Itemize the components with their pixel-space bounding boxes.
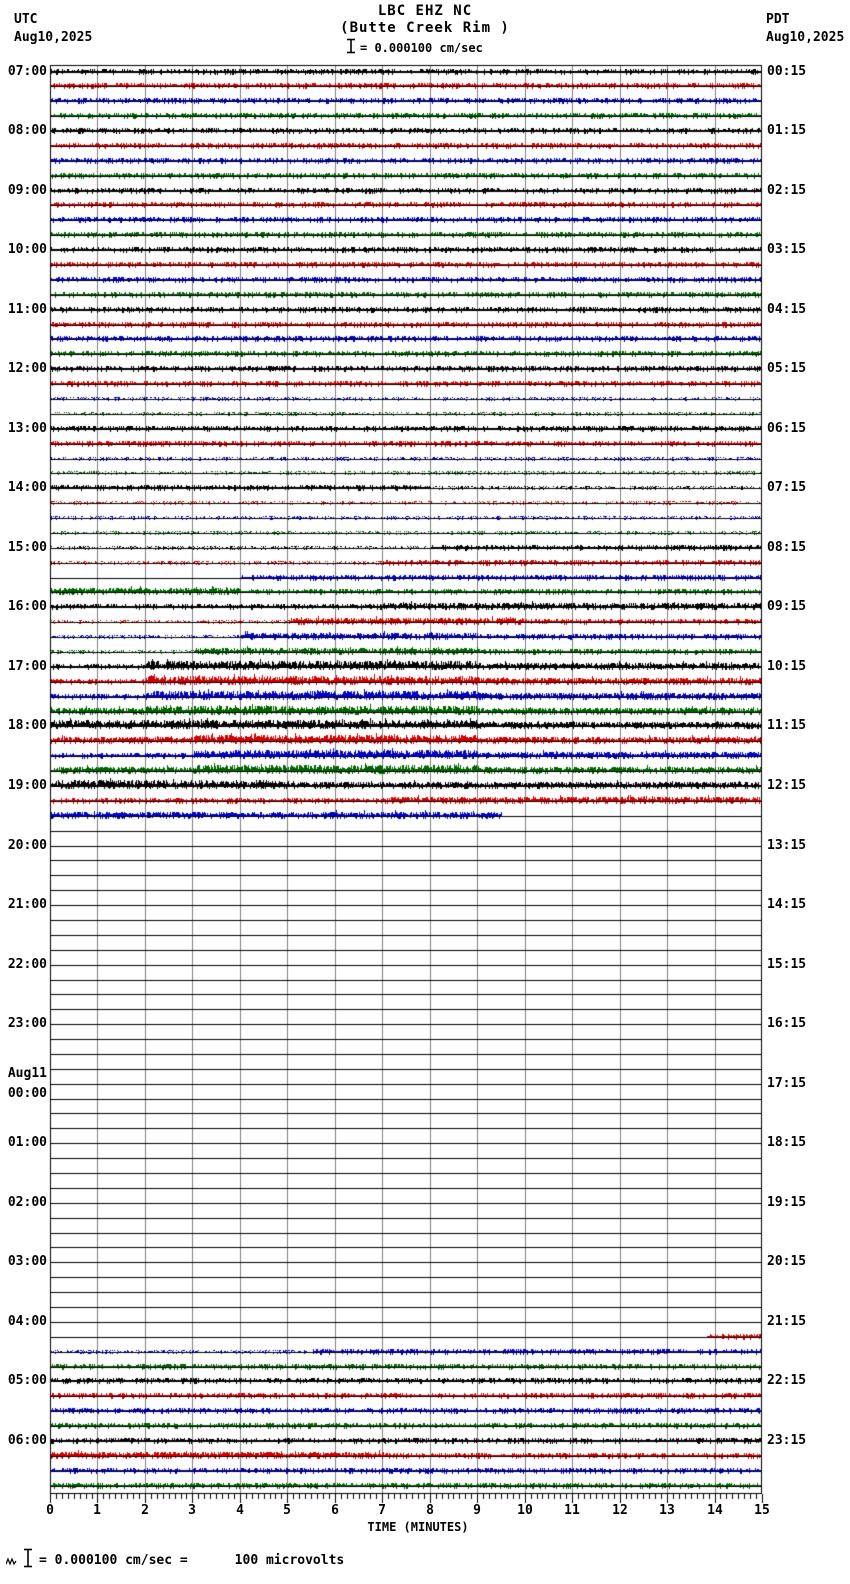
utc-hour-label: 05:00 <box>7 1373 47 1389</box>
pdt-hour-label: 07:15 <box>767 480 807 496</box>
date-left-label: Aug10,2025 <box>14 30 93 45</box>
utc-hour-label: 14:00 <box>7 480 47 496</box>
x-axis-tick-label: 12 <box>612 1503 628 1518</box>
footer-scale-note: = 0.000100 cm/sec = 100 microvolts <box>5 1548 345 1572</box>
utc-hour-label: 17:00 <box>7 658 47 674</box>
pdt-hour-label: 02:15 <box>767 182 807 198</box>
utc-hour-label: 23:00 <box>7 1016 47 1032</box>
utc-hour-label: 10:00 <box>7 242 47 258</box>
pdt-hour-label: 01:15 <box>767 123 807 139</box>
pdt-hour-label: 00:15 <box>767 63 807 79</box>
pdt-hour-label: 13:15 <box>767 837 807 853</box>
x-axis-tick-label: 5 <box>283 1503 291 1518</box>
pdt-hour-label: 05:15 <box>767 361 807 377</box>
utc-hour-label: 04:00 <box>7 1313 47 1329</box>
date-right-label: Aug10,2025 <box>766 30 845 45</box>
x-axis-tick-label: 8 <box>426 1503 434 1518</box>
pdt-hour-label: 04:15 <box>767 301 807 317</box>
x-axis-tick-label: 10 <box>517 1503 533 1518</box>
utc-hour-label: 11:00 <box>7 301 47 317</box>
x-axis-tick-label: 1 <box>93 1503 101 1518</box>
pdt-hour-label: 21:15 <box>767 1313 807 1329</box>
utc-hour-label: 12:00 <box>7 361 47 377</box>
x-axis-tick-label: 11 <box>564 1503 580 1518</box>
utc-hour-label: 06:00 <box>7 1432 47 1448</box>
utc-hour-label: 19:00 <box>7 778 47 793</box>
scale-label: = 0.000100 cm/sec <box>360 41 483 55</box>
footer-label: = 0.000100 cm/sec = 100 microvolts <box>39 1552 345 1568</box>
utc-hour-label: 08:00 <box>7 123 47 139</box>
utc-hour-label: 20:00 <box>7 837 47 853</box>
pdt-hour-label: 06:15 <box>767 420 807 436</box>
x-axis-tick-label: 6 <box>331 1503 339 1518</box>
x-axis-tick-label: 13 <box>659 1503 675 1518</box>
x-axis-tick-label: 15 <box>754 1503 770 1518</box>
utc-hour-label: 09:00 <box>7 182 47 198</box>
pdt-hour-label: 15:15 <box>767 956 807 972</box>
timezone-left-label: UTC <box>14 12 38 27</box>
x-axis-tick-label: 2 <box>141 1503 149 1518</box>
scale-ibeam-icon <box>346 38 356 58</box>
pdt-hour-label: 14:15 <box>767 897 807 913</box>
station-location: (Butte Creek Rim ) <box>340 20 510 36</box>
utc-hour-label: 03:00 <box>7 1254 47 1270</box>
x-axis-tick-label: 7 <box>378 1503 386 1518</box>
pdt-hour-label: 22:15 <box>767 1373 807 1389</box>
utc-hour-label: 18:00 <box>7 718 47 734</box>
utc-hour-label: 16:00 <box>7 599 47 615</box>
utc-hour-label: 01:00 <box>7 1135 47 1151</box>
pdt-hour-label: 23:15 <box>767 1432 807 1448</box>
utc-hour-label: 07:00 <box>7 63 47 79</box>
pdt-hour-label: 12:15 <box>767 778 807 793</box>
pdt-hour-label: 20:15 <box>767 1254 807 1270</box>
x-axis-tick-label: 9 <box>473 1503 481 1518</box>
pdt-hour-label: 08:15 <box>767 539 807 555</box>
x-axis-tick-label: 3 <box>188 1503 196 1518</box>
pdt-hour-label: 09:15 <box>767 599 807 615</box>
utc-date-rollover-label: Aug11 <box>7 1065 47 1081</box>
pdt-hour-label: 10:15 <box>767 658 807 674</box>
utc-hour-label: 21:00 <box>7 897 47 913</box>
timezone-right-label: PDT <box>766 12 790 27</box>
pdt-hour-label: 18:15 <box>767 1135 807 1151</box>
pdt-hour-label: 03:15 <box>767 242 807 258</box>
x-axis-tick-label: 14 <box>707 1503 723 1518</box>
station-title: LBC EHZ NC <box>377 3 473 19</box>
utc-hour-label: 02:00 <box>7 1194 47 1210</box>
utc-hour-label: 22:00 <box>7 956 47 972</box>
amplitude-scale: = 0.000100 cm/sec <box>346 38 483 58</box>
pdt-hour-label: 11:15 <box>767 718 807 734</box>
x-axis-tick-label: 4 <box>236 1503 244 1518</box>
x-axis-tick-label: 0 <box>46 1503 54 1518</box>
footer-ibeam-icon <box>23 1548 33 1572</box>
x-axis-title: TIME (MINUTES) <box>367 1520 469 1534</box>
wiggle-icon <box>5 1551 17 1570</box>
pdt-hour-label: 19:15 <box>767 1194 807 1210</box>
utc-hour-label: 13:00 <box>7 420 47 436</box>
pdt-hour-label: 16:15 <box>767 1016 807 1032</box>
pdt-hour-label: 17:15 <box>767 1075 807 1091</box>
utc-hour-label: 00:00 <box>7 1085 47 1101</box>
utc-hour-label: 15:00 <box>7 539 47 555</box>
